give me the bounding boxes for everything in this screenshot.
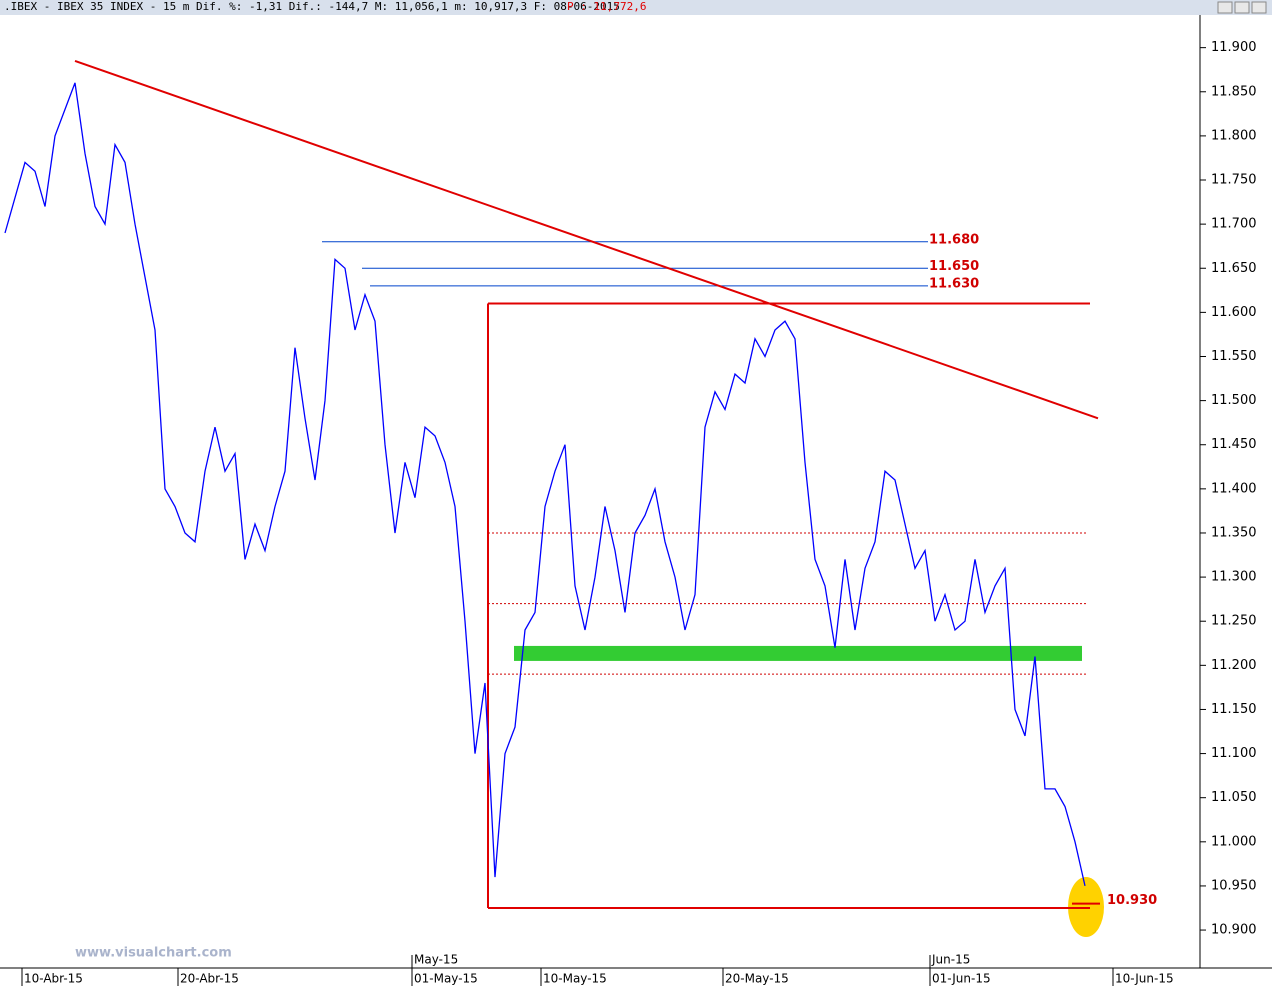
y-tick-label: 11.800	[1211, 128, 1257, 143]
y-tick-label: 11.850	[1211, 84, 1257, 99]
watermark: www.visualchart.com	[75, 946, 232, 961]
price-label: P : 11,772,6	[567, 0, 646, 13]
y-tick-label: 11.450	[1211, 437, 1257, 452]
x-tick-label: 01-May-15	[414, 972, 478, 986]
y-tick-label: 11.650	[1211, 261, 1257, 276]
y-tick-label: 11.700	[1211, 217, 1257, 232]
y-tick-label: 11.400	[1211, 481, 1257, 496]
trendline	[74, 59, 1099, 420]
header-bar	[0, 0, 1272, 15]
y-tick-label: 11.350	[1211, 525, 1257, 540]
header-text: .IBEX - IBEX 35 INDEX - 15 m Dif. %: -1,…	[4, 0, 620, 13]
y-tick-label: 11.500	[1211, 393, 1257, 408]
level-label: 11.650	[929, 259, 979, 274]
level-label: 11.680	[929, 232, 979, 247]
y-tick-label: 11.750	[1211, 173, 1257, 188]
y-tick-label: 11.550	[1211, 349, 1257, 364]
y-tick-label: 11.000	[1211, 834, 1257, 849]
minimize-button[interactable]	[1217, 1, 1233, 14]
x-tick-label: 20-May-15	[725, 972, 789, 986]
y-tick-label: 11.600	[1211, 305, 1257, 320]
level-label: 11.630	[929, 276, 979, 291]
y-tick-label: 11.300	[1211, 570, 1257, 585]
maximize-button[interactable]	[1234, 1, 1250, 14]
y-tick-label: 11.100	[1211, 746, 1257, 761]
y-tick-label: 11.200	[1211, 658, 1257, 673]
window-buttons[interactable]	[1217, 1, 1267, 14]
y-tick-label: 11.150	[1211, 702, 1257, 717]
support-band	[514, 645, 1082, 661]
price-line	[4, 82, 1086, 887]
x-tick-label: 20-Abr-15	[180, 972, 239, 986]
low-level-label: 10.930	[1107, 893, 1157, 908]
y-tick-label: 11.900	[1211, 40, 1257, 55]
x-tick-label: 10-May-15	[543, 972, 607, 986]
x-tick-label: 01-Jun-15	[932, 972, 991, 986]
close-button[interactable]	[1251, 1, 1267, 14]
y-tick-label: 11.250	[1211, 614, 1257, 629]
x-tick-label: 10-Abr-15	[24, 972, 83, 986]
month-label: May-15	[414, 953, 458, 967]
x-tick-label: 10-Jun-15	[1115, 972, 1174, 986]
month-label: Jun-15	[931, 953, 970, 967]
y-tick-label: 10.950	[1211, 878, 1257, 893]
y-tick-label: 10.900	[1211, 923, 1257, 938]
y-tick-label: 11.050	[1211, 790, 1257, 805]
